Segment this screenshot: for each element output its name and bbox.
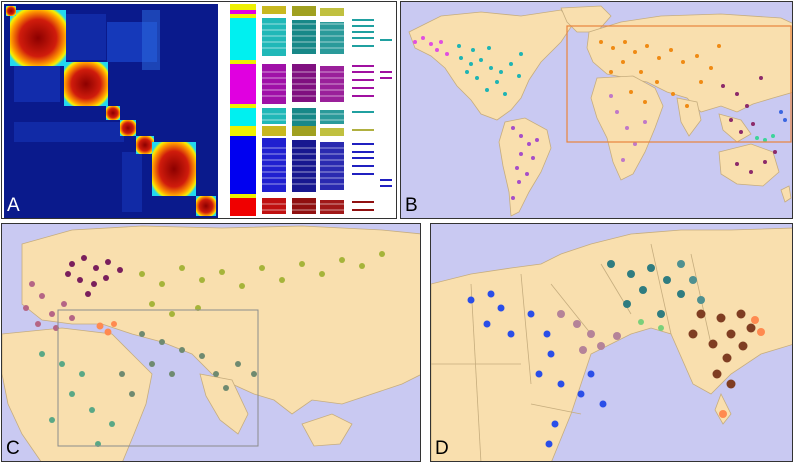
heatmap-block: [106, 106, 120, 120]
panel-d: D: [430, 223, 793, 462]
panel-c: C: [1, 223, 421, 462]
panel-label-d: D: [435, 438, 449, 459]
continents: [431, 227, 792, 461]
heatmap-block: [120, 120, 136, 136]
panel-b-map: [401, 2, 792, 218]
panel-a-graphic: [4, 4, 392, 218]
heatmap-block: [152, 142, 196, 196]
cluster-bar-1: [230, 4, 256, 218]
heatmap-block: [136, 136, 154, 154]
data-points: [467, 260, 765, 448]
cluster-bar-5: [352, 19, 392, 211]
heatmap-block: [64, 62, 108, 106]
panel-d-map: [431, 224, 792, 461]
panel-a: A: [1, 1, 397, 219]
data-points: [413, 36, 787, 200]
panel-label-b: B: [405, 195, 418, 216]
zoom-region-box: [566, 25, 792, 143]
heatmap-block: [10, 10, 66, 66]
zoom-region-box: [57, 309, 259, 447]
panel-label-c: C: [6, 438, 20, 459]
panel-b: B: [400, 1, 793, 219]
panel-label-a: A: [7, 195, 20, 216]
cluster-bar-4: [320, 4, 344, 218]
data-points: [23, 251, 385, 447]
heatmap-block: [196, 196, 216, 216]
panel-c-map: [2, 224, 420, 461]
